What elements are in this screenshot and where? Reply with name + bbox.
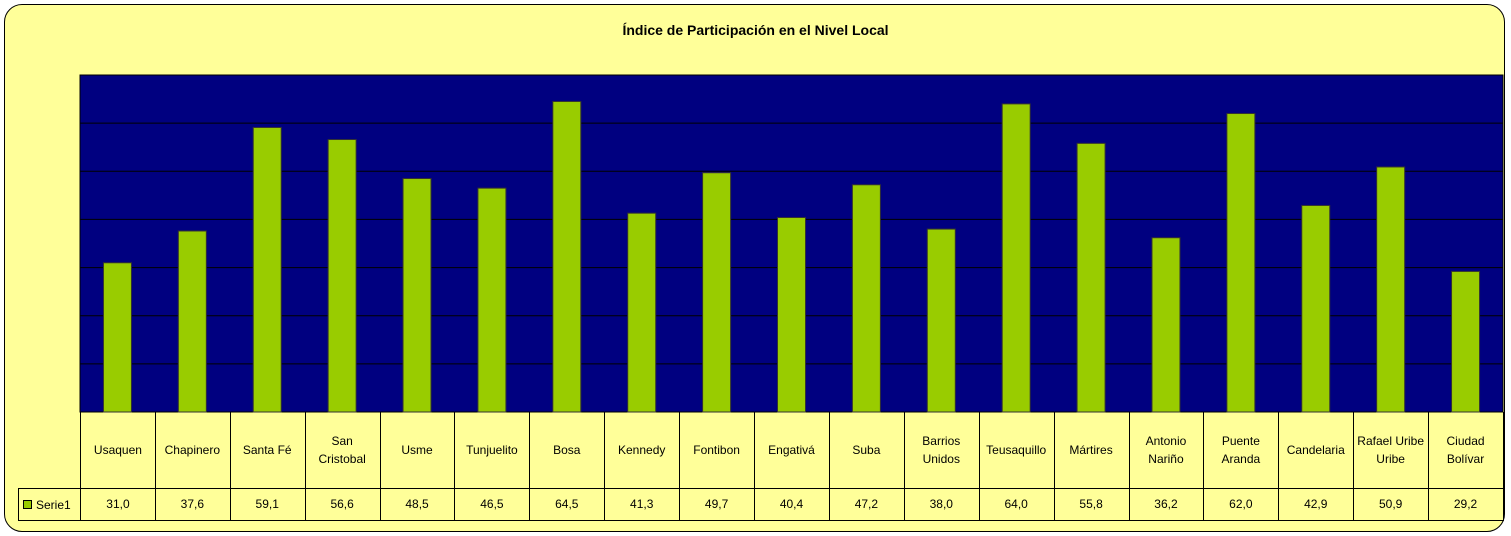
bar <box>1301 204 1331 413</box>
bar <box>102 262 132 413</box>
x-tick-label: Rafael Uribe Uribe <box>1353 412 1430 489</box>
data-label: 50,9 <box>1353 488 1430 521</box>
data-label: 36,2 <box>1128 488 1205 521</box>
x-tick-label: Fontibon <box>679 412 756 489</box>
bar <box>1226 113 1256 413</box>
data-label: 64,0 <box>978 488 1055 521</box>
bar <box>1376 166 1406 413</box>
bar <box>402 178 432 413</box>
data-label: 56,6 <box>304 488 381 521</box>
x-tick-label: Teusaquillo <box>978 412 1055 489</box>
bar <box>1076 142 1106 413</box>
chart-title: Índice de Participación en el Nivel Loca… <box>622 22 889 38</box>
bar <box>1001 103 1031 413</box>
data-label: 37,6 <box>154 488 231 521</box>
x-tick-label: Engativá <box>754 412 830 489</box>
legend-label: Serie1 <box>36 497 71 512</box>
legend-entry: Serie1 <box>18 488 81 521</box>
bar <box>851 184 881 413</box>
data-label: 48,5 <box>379 488 456 521</box>
x-tick-label: Usaquen <box>80 412 156 489</box>
bar <box>477 187 507 413</box>
x-tick-label: Antonio Nariño <box>1128 412 1205 489</box>
x-tick-label: Ciudad Bolívar <box>1428 412 1504 489</box>
x-tick-label: Barrios Unidos <box>903 412 980 489</box>
bar <box>327 139 357 413</box>
x-tick-label: Bosa <box>529 412 606 489</box>
bar <box>177 230 207 413</box>
x-tick-label: Candelaria <box>1278 412 1355 489</box>
x-tick-label: Suba <box>828 412 905 489</box>
data-label: 41,3 <box>604 488 681 521</box>
x-tick-label: Kennedy <box>604 412 681 489</box>
data-label: 38,0 <box>903 488 980 521</box>
data-label: 49,7 <box>679 488 756 521</box>
data-label: 29,2 <box>1428 488 1504 521</box>
bar <box>1451 270 1481 413</box>
bar <box>252 126 282 413</box>
data-label: 62,0 <box>1203 488 1280 521</box>
data-label: 55,8 <box>1053 488 1130 521</box>
x-tick-label: Mártires <box>1053 412 1130 489</box>
data-label: 59,1 <box>229 488 306 521</box>
x-tick-label: Tunjuelito <box>454 412 531 489</box>
legend-key <box>23 500 32 509</box>
data-label: 47,2 <box>828 488 905 521</box>
x-tick-label: San Cristobal <box>304 412 381 489</box>
bar <box>702 172 732 413</box>
x-tick-label: Usme <box>379 412 456 489</box>
data-label: 42,9 <box>1278 488 1355 521</box>
x-tick-label: Santa Fé <box>229 412 306 489</box>
bar <box>926 228 956 413</box>
bar <box>777 217 806 413</box>
data-label: 46,5 <box>454 488 531 521</box>
x-tick-label: Chapinero <box>154 412 231 489</box>
data-label: 31,0 <box>80 488 156 521</box>
data-label: 40,4 <box>754 488 830 521</box>
bar <box>627 212 657 413</box>
x-tick-label: Puente Aranda <box>1203 412 1280 489</box>
bar <box>552 100 582 413</box>
bar <box>1151 237 1181 413</box>
data-label: 64,5 <box>529 488 606 521</box>
